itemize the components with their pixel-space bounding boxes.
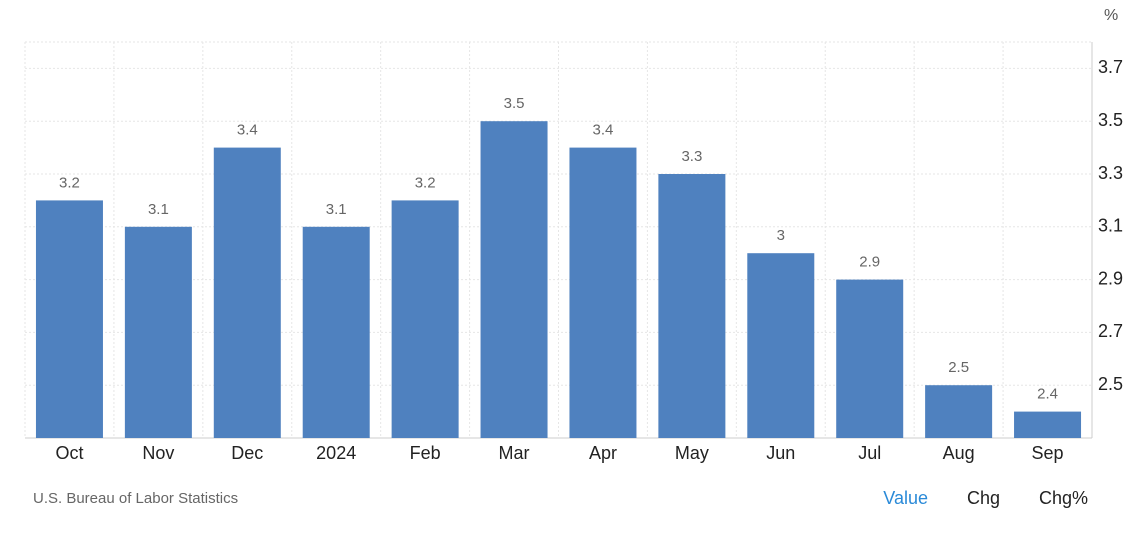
x-tick-label: Aug <box>943 443 975 463</box>
y-tick-label: 2.9 <box>1098 268 1123 288</box>
x-tick-label: May <box>675 443 709 463</box>
bar <box>213 147 281 438</box>
y-tick-label: 2.5 <box>1098 374 1123 394</box>
value-label: 3.2 <box>59 174 80 191</box>
x-tick-label: Jul <box>858 443 881 463</box>
value-label: 3.2 <box>415 174 436 191</box>
value-label: 3.4 <box>593 122 614 139</box>
y-tick-label: 3.3 <box>1098 163 1123 183</box>
x-tick-label: Nov <box>142 443 174 463</box>
bar <box>124 226 192 438</box>
y-tick-label: 3.5 <box>1098 110 1123 130</box>
bar <box>836 279 904 438</box>
y-tick-label: 3.1 <box>1098 216 1123 236</box>
y-tick-label: 2.7 <box>1098 321 1123 341</box>
y-tick-label: 3.7 <box>1098 57 1123 77</box>
bar <box>391 200 459 438</box>
source: U.S. Bureau of Labor Statistics <box>33 490 238 507</box>
value-label: 2.4 <box>1037 386 1058 403</box>
value-label: 3.3 <box>681 148 702 165</box>
value-label: 3.1 <box>326 201 347 218</box>
bar <box>302 226 370 438</box>
x-tick-label: Oct <box>55 443 83 463</box>
x-tick-label: Sep <box>1032 443 1064 463</box>
x-tick-label: Jun <box>766 443 795 463</box>
x-tick-label: Apr <box>589 443 617 463</box>
value-label: 3 <box>777 227 785 244</box>
value-label: 3.1 <box>148 201 169 218</box>
x-tick-label: Feb <box>410 443 441 463</box>
value-label: 3.5 <box>504 95 525 112</box>
x-tick-label: 2024 <box>316 443 356 463</box>
bar <box>569 147 637 438</box>
bar <box>35 200 103 438</box>
unit-label: % <box>1104 7 1118 24</box>
value-label: 2.9 <box>859 254 880 271</box>
tab-chg[interactable]: Chg <box>967 488 1000 508</box>
bar <box>925 385 993 438</box>
x-tick-label: Dec <box>231 443 263 463</box>
bar <box>658 174 726 438</box>
tab-chg-pct[interactable]: Chg% <box>1039 488 1088 508</box>
bar <box>1014 411 1082 438</box>
bar <box>747 253 815 438</box>
value-label: 3.4 <box>237 122 258 139</box>
tab-value[interactable]: Value <box>883 488 928 508</box>
x-tick-label: Mar <box>499 443 530 463</box>
bar <box>480 121 548 438</box>
value-label: 2.5 <box>948 359 969 376</box>
